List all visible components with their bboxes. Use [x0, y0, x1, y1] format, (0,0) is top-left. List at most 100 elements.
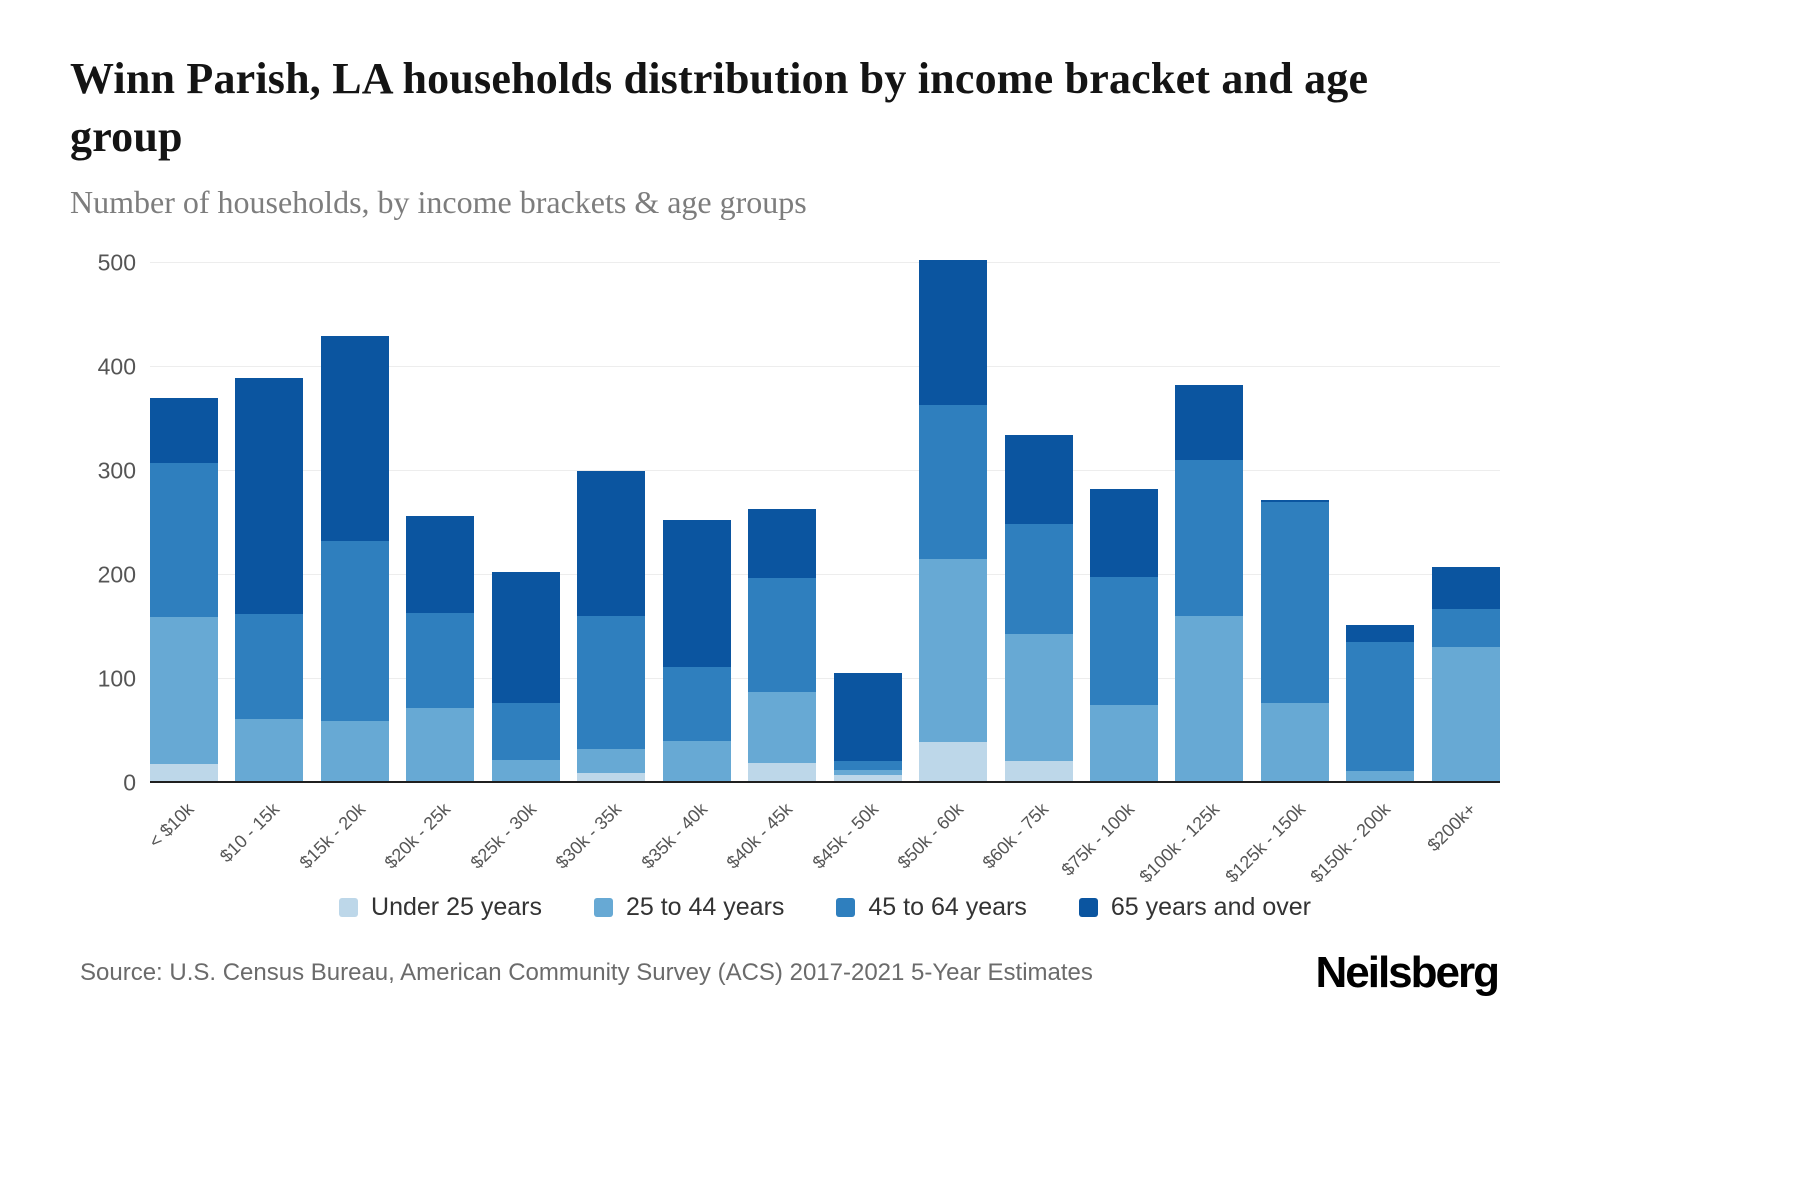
legend-item[interactable]: 25 to 44 years [593, 893, 784, 922]
legend-item[interactable]: 65 years and over [1078, 893, 1311, 922]
bar-segment[interactable] [150, 398, 218, 463]
y-axis-tick-label: 200 [97, 561, 136, 588]
bar-stack [919, 260, 988, 784]
bar-segment[interactable] [833, 774, 902, 784]
x-axis-label-cell: $200k+ [1424, 783, 1500, 891]
bar-segment[interactable] [1004, 434, 1073, 525]
bar-stack [577, 263, 646, 784]
bar-segment[interactable] [1004, 761, 1073, 784]
chart-subtitle: Number of households, by income brackets… [70, 184, 807, 221]
bar-stack [1260, 263, 1329, 784]
bar-segment[interactable] [1175, 615, 1244, 784]
x-axis-labels: < $10k $10 - 15k $15k - 20k $20k - 25k $25k … [145, 783, 1500, 891]
bar-stack [406, 263, 475, 784]
bar-stack [491, 263, 560, 784]
x-axis-label: $15k - 20k [295, 799, 370, 873]
bar-segment[interactable] [1431, 566, 1500, 610]
bar-stack [1175, 263, 1244, 784]
source-note: Source: U.S. Census Bureau, American Com… [80, 959, 1093, 987]
y-axis-tick-label: 400 [97, 353, 136, 380]
bar-segment[interactable] [320, 335, 389, 541]
x-axis-line [150, 781, 1500, 784]
bar-segment[interactable] [577, 772, 646, 784]
gridline [150, 470, 1500, 472]
bar-segment[interactable] [577, 471, 646, 616]
bar-segment[interactable] [919, 558, 988, 742]
legend-swatch-icon [339, 898, 359, 918]
bar-segment[interactable] [833, 761, 902, 770]
bar-segment[interactable] [1346, 641, 1415, 771]
bar-segment[interactable] [235, 377, 304, 614]
bar-segment[interactable] [1431, 609, 1500, 647]
bar-stack [1346, 263, 1415, 784]
bar-stack [748, 263, 817, 784]
bar-stack [662, 263, 731, 784]
x-axis-label: $60k - 75k [979, 799, 1053, 873]
bar-segment[interactable] [748, 691, 817, 764]
bar-segment[interactable] [1260, 502, 1329, 704]
bar-segment[interactable] [833, 769, 902, 775]
bar-segment[interactable] [1346, 625, 1415, 642]
bar-segment[interactable] [662, 666, 731, 741]
bar-segment[interactable] [491, 572, 560, 704]
bar-segment[interactable] [320, 540, 389, 721]
legend-label: 45 to 64 years [868, 893, 1027, 922]
bar-segment[interactable] [748, 763, 817, 784]
bar-segment[interactable] [406, 515, 475, 613]
bar-segment[interactable] [1260, 703, 1329, 784]
bar-segment[interactable] [662, 740, 731, 784]
bar-segment[interactable] [150, 764, 218, 784]
y-axis-tick-label: 0 [123, 769, 136, 796]
bar-stack [1089, 263, 1158, 784]
bar-segment[interactable] [748, 578, 817, 692]
bar-segment[interactable] [662, 520, 731, 667]
bar-segment[interactable] [1004, 634, 1073, 762]
bar-segment[interactable] [1089, 488, 1158, 578]
x-axis-label-cell: $40k - 45k [723, 783, 816, 891]
x-axis-label-cell: $50k - 60k [894, 783, 987, 891]
bar-segment[interactable] [919, 260, 988, 405]
bar-segment[interactable] [1089, 577, 1158, 706]
x-axis-label-cell: < $10k [145, 783, 218, 891]
bar-segment[interactable] [1431, 646, 1500, 784]
x-axis-label: $10 - 15k [216, 799, 284, 867]
x-axis-label-cell: $150k - 200k [1307, 783, 1414, 891]
x-axis-label: $40k - 45k [722, 799, 797, 873]
bar-stack [320, 263, 389, 784]
x-axis-label-cell: $30k - 35k [552, 783, 645, 891]
bar-segment[interactable] [235, 613, 304, 719]
gridline [150, 366, 1500, 368]
bar-segment[interactable] [406, 612, 475, 709]
x-axis-label-cell: $25k - 30k [466, 783, 560, 891]
bar-segment[interactable] [150, 616, 218, 765]
bar-segment[interactable] [919, 404, 988, 559]
bar-segment[interactable] [1089, 705, 1158, 784]
bar-segment[interactable] [491, 703, 560, 761]
bar-segment[interactable] [320, 720, 389, 784]
bar-stack [1004, 263, 1073, 784]
bar-segment[interactable] [1346, 770, 1415, 784]
chart-legend: Under 25 years 25 to 44 years 45 to 64 yea… [150, 893, 1500, 922]
bar-segment[interactable] [748, 508, 817, 579]
gridline [150, 262, 1500, 264]
bar-segment[interactable] [919, 741, 988, 784]
bar-segment[interactable] [1175, 384, 1244, 460]
x-axis-label-cell: $35k - 40k [637, 783, 731, 891]
bar-segment[interactable] [1004, 524, 1073, 635]
bar-segment[interactable] [577, 615, 646, 749]
legend-item[interactable]: Under 25 years [339, 893, 542, 922]
gridline [150, 574, 1500, 576]
stacked-bar-chart: 0 100 200 300 400 500 < $10k $10 - 15k $15k - 2… [98, 250, 1500, 922]
x-axis-label-cell: $20k - 25k [381, 783, 474, 891]
bar-segment[interactable] [406, 708, 475, 784]
x-axis-label: $20k - 25k [380, 799, 455, 873]
bar-segment[interactable] [1260, 500, 1329, 503]
bar-segment[interactable] [1175, 459, 1244, 616]
bar-segment[interactable] [150, 462, 218, 617]
bar-segment[interactable] [491, 760, 560, 784]
bar-segment[interactable] [235, 718, 304, 784]
bar-segment[interactable] [833, 672, 902, 762]
x-axis-label-cell: $45k - 50k [808, 783, 902, 891]
legend-item[interactable]: 45 to 64 years [836, 893, 1027, 922]
bar-segment[interactable] [577, 748, 646, 773]
